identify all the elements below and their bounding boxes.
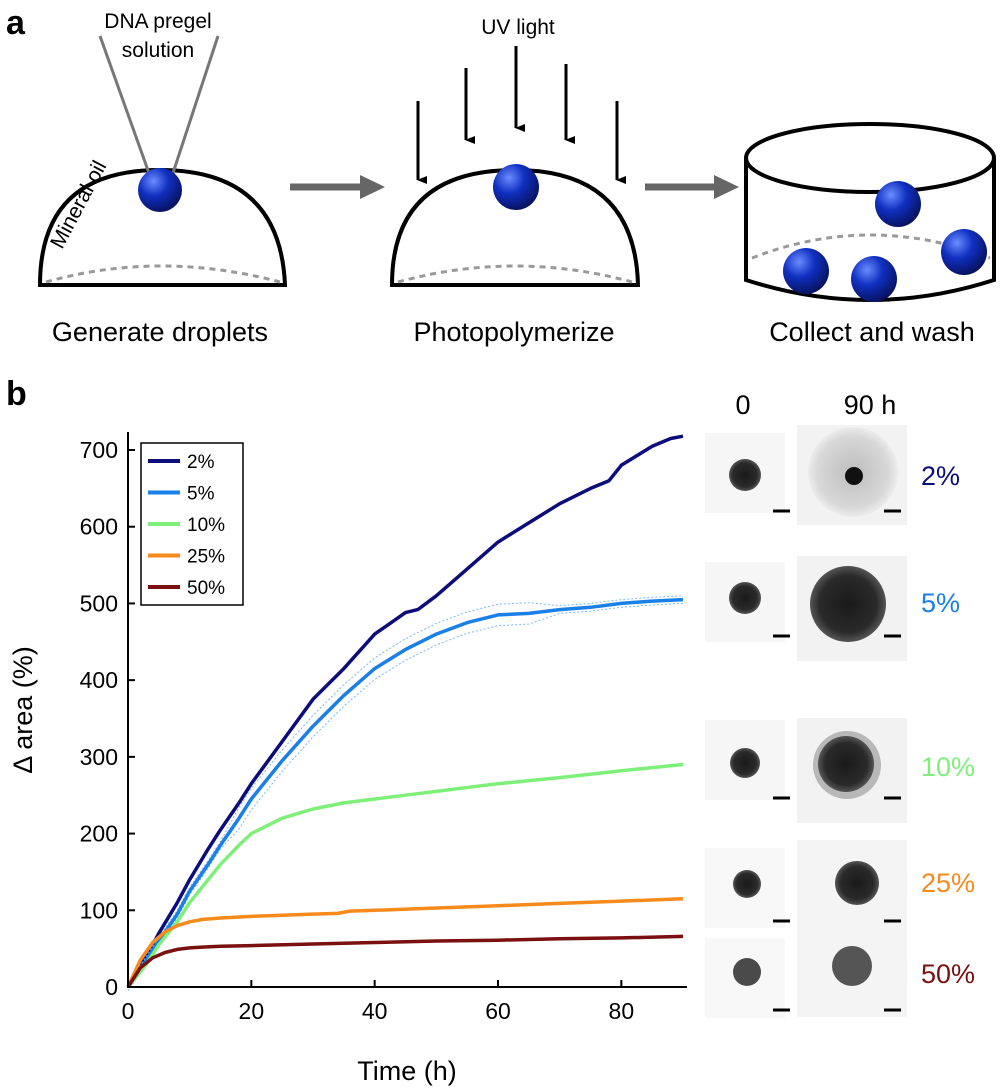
image-row-label-50pct: 50% (921, 959, 975, 989)
collected-bead (875, 181, 921, 227)
pipette-label-line1: DNA pregel (104, 10, 211, 33)
legend-label-50pct: 50% (187, 578, 225, 599)
gel-90h-2pct-core (845, 467, 863, 485)
pipette-label-line2: solution (122, 39, 194, 62)
uv-arrows (416, 46, 626, 184)
gel-90h-50pct (832, 946, 872, 986)
legend-label-2pct: 2% (187, 452, 215, 473)
panel-b-label: b (6, 375, 27, 413)
y-tick-label: 300 (80, 744, 118, 770)
image-row-label-5pct: 5% (921, 588, 960, 618)
droplet-bead (138, 168, 182, 212)
legend: 2% 5% 10% 25% 50% (140, 442, 244, 606)
micrograph-grid (705, 425, 907, 1018)
legend-label-25pct: 25% (187, 547, 225, 568)
y-tick-label: 700 (80, 437, 118, 463)
gel-0h-10pct (730, 748, 760, 778)
collected-bead (783, 248, 829, 294)
process-arrow-2 (645, 175, 739, 199)
collected-bead (941, 229, 987, 275)
x-tick-label: 80 (609, 998, 635, 1024)
y-tick-label: 500 (80, 590, 118, 616)
gel-0h-2pct (729, 459, 761, 491)
image-header-0h: 0 (735, 390, 750, 420)
step-label-2: Photopolymerize (413, 317, 614, 347)
image-row-label-10pct: 10% (921, 752, 975, 782)
polymerizing-bead (493, 164, 539, 210)
series-line-2pct (126, 434, 684, 988)
y-tick-label: 600 (80, 514, 118, 540)
x-tick-label: 60 (485, 998, 511, 1024)
axis-lines (127, 432, 687, 988)
image-header-90h: 90 h (844, 390, 897, 420)
x-tick-label: 20 (239, 998, 265, 1024)
y-axis-title: Δ area (%) (8, 646, 38, 774)
y-tick-label: 400 (80, 667, 118, 693)
legend-label-5pct: 5% (187, 484, 215, 505)
series-line-25pct (126, 897, 684, 988)
series-line-5pct (126, 597, 684, 988)
step-label-1: Generate droplets (52, 317, 268, 347)
process-arrow-1 (290, 175, 385, 199)
x-tick-label: 40 (362, 998, 388, 1024)
gel-90h-25pct (835, 861, 879, 905)
series-line-10pct (126, 762, 684, 989)
step-label-3: Collect and wash (769, 317, 975, 347)
gel-0h-25pct (733, 870, 761, 898)
x-axis-title: Time (h) (357, 1056, 457, 1086)
legend-label-10pct: 10% (187, 515, 225, 536)
series-5pct-lower-band (127, 602, 684, 992)
series-5pct-upper-band (127, 595, 684, 984)
uv-light-label: UV light (481, 16, 555, 39)
gel-90h-5pct (810, 566, 886, 642)
area-growth-chart: 0 20 40 60 80 0 100 200 300 400 500 600 700 Time (h)… (8, 432, 687, 1086)
image-row-label-2pct: 2% (921, 461, 960, 491)
y-tick-label: 200 (80, 821, 118, 847)
mineral-oil-label: Mineral oil (46, 157, 111, 252)
y-tick-label: 0 (105, 974, 118, 1000)
y-tick-label: 100 (80, 897, 118, 923)
series-line-50pct (126, 934, 684, 988)
panel-a-label: a (6, 4, 26, 42)
gel-90h-10pct (818, 736, 874, 792)
image-row-label-25pct: 25% (921, 868, 975, 898)
gel-0h-5pct (729, 582, 761, 614)
gel-0h-50pct (733, 958, 761, 986)
collected-bead (851, 256, 897, 302)
x-tick-label: 0 (122, 998, 135, 1024)
